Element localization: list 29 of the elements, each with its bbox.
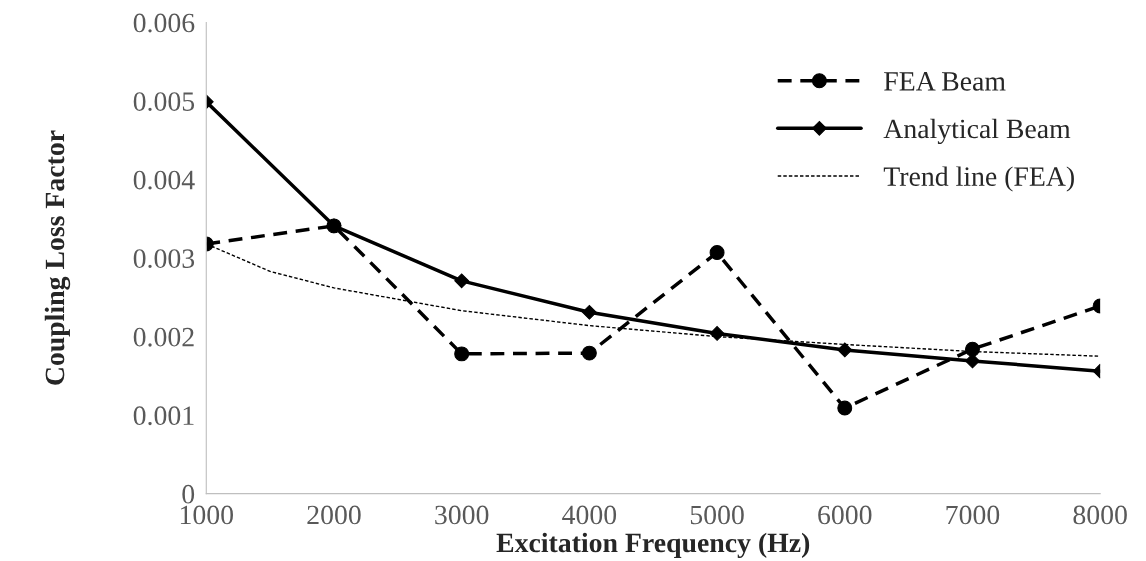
y-tick-label: 0 xyxy=(182,484,195,504)
y-axis-title: Coupling Loss Factor xyxy=(44,130,71,385)
point xyxy=(581,345,597,361)
point xyxy=(581,304,597,320)
legend-label: Trend line (FEA) xyxy=(883,166,1074,192)
point xyxy=(837,342,853,358)
x-tick-label: 3000 xyxy=(435,505,489,525)
x-axis-title: Excitation Frequency (Hz) xyxy=(496,532,810,559)
point xyxy=(454,346,470,362)
x-tick-label: 1000 xyxy=(180,505,233,525)
x-tick-label: 4000 xyxy=(562,505,617,525)
y-tick-label: 0.001 xyxy=(133,406,194,426)
x-tick-label: 5000 xyxy=(690,505,744,525)
y-tick-label: 0.004 xyxy=(133,170,195,190)
x-tick-label: 8000 xyxy=(1073,505,1127,525)
y-tick-label: 0.006 xyxy=(133,13,195,33)
y-tick-label: 0.002 xyxy=(133,327,194,347)
point xyxy=(837,400,853,416)
point xyxy=(965,353,980,369)
y-tick-label: 0.005 xyxy=(133,92,195,112)
legend-label: FEA Beam xyxy=(884,72,1006,91)
x-tick-label: 7000 xyxy=(946,505,1000,525)
legend-label: Analytical Beam xyxy=(883,118,1071,145)
point xyxy=(454,273,470,289)
point xyxy=(709,245,725,261)
point xyxy=(709,326,725,341)
x-tick-label: 6000 xyxy=(818,505,872,525)
y-tick-label: 0.003 xyxy=(133,249,195,269)
x-tick-label: 2000 xyxy=(307,505,361,525)
